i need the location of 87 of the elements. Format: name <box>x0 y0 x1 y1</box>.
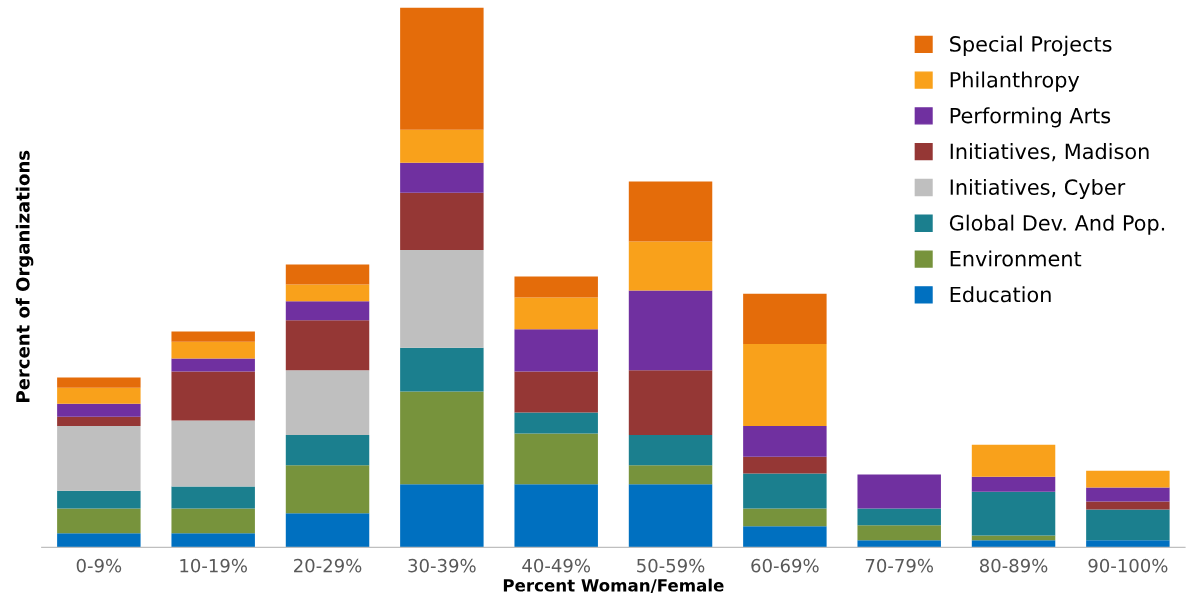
bar <box>1086 540 1170 548</box>
bar <box>400 192 484 251</box>
bar <box>628 241 713 291</box>
bar <box>285 301 370 321</box>
bar <box>57 533 141 548</box>
bar <box>628 370 713 436</box>
bar <box>971 535 1056 541</box>
bar <box>857 474 941 509</box>
x-tick-label: 10-19% <box>180 558 247 573</box>
bar <box>628 290 713 371</box>
bar <box>171 508 255 534</box>
legend-label: Global Dev. And Pop. <box>949 214 1165 235</box>
bar <box>57 416 141 426</box>
bar <box>1086 501 1170 510</box>
bar <box>628 465 713 485</box>
bar <box>743 473 827 509</box>
x-tick-label: 60-69% <box>751 558 819 573</box>
bar <box>743 343 827 426</box>
bar <box>514 276 598 298</box>
bar <box>57 403 141 417</box>
bar <box>971 491 1056 536</box>
bar <box>171 420 255 487</box>
bar <box>400 7 484 130</box>
bar <box>171 331 255 342</box>
bar <box>285 435 370 466</box>
bar <box>57 387 141 404</box>
bar <box>857 508 941 526</box>
bar <box>400 250 484 348</box>
bar <box>743 425 827 457</box>
x-tick-label: 80-89% <box>979 558 1048 573</box>
bar <box>514 371 598 413</box>
bar <box>743 456 827 474</box>
bar <box>171 358 255 372</box>
bar <box>285 370 370 436</box>
bar <box>1086 487 1170 502</box>
bar <box>514 412 598 434</box>
legend-label: Philanthropy <box>950 71 1080 92</box>
bar <box>628 435 713 466</box>
x-axis-title: Percent Woman/Female <box>503 578 724 593</box>
bar <box>285 513 370 548</box>
bar <box>400 347 484 392</box>
bar <box>57 490 141 509</box>
bar <box>285 284 370 302</box>
bar <box>171 486 255 509</box>
bar <box>285 264 370 285</box>
bar <box>743 508 827 527</box>
bar <box>857 540 941 548</box>
bar <box>743 293 827 344</box>
bar <box>400 484 484 548</box>
bar <box>971 540 1056 548</box>
bar <box>857 525 941 541</box>
legend-label: Initiatives, Cyber <box>950 178 1126 200</box>
bar <box>400 391 484 485</box>
bar <box>400 129 484 163</box>
x-tick-label: 40-49% <box>522 558 591 573</box>
bar <box>285 320 370 371</box>
x-tick-label: 70-79% <box>865 558 934 573</box>
bar <box>971 476 1056 492</box>
bar <box>1086 470 1170 488</box>
bar <box>285 465 370 514</box>
bar <box>57 508 141 534</box>
bar <box>514 484 598 548</box>
bar <box>1086 509 1170 541</box>
bar <box>57 425 141 491</box>
x-tick-label: 50-59% <box>637 558 705 573</box>
y-axis-title: Percent of Organizations <box>15 150 34 402</box>
bar <box>514 329 598 372</box>
x-tick-label: 20-29% <box>294 558 362 573</box>
legend-label: Education <box>950 286 1051 303</box>
bar <box>57 377 141 388</box>
bar <box>628 181 713 242</box>
bar <box>400 162 484 193</box>
legend-label: Performing Arts <box>950 107 1111 128</box>
legend-label: Special Projects <box>950 35 1112 56</box>
bar <box>971 444 1056 477</box>
bar <box>743 526 827 548</box>
x-tick-label: 30-39% <box>408 558 476 573</box>
bar <box>171 371 255 421</box>
legend-label: Environment <box>950 250 1082 267</box>
bar <box>628 484 713 548</box>
bar <box>171 341 255 359</box>
bar <box>514 297 598 330</box>
x-tick-label: 90-100% <box>1088 558 1168 573</box>
bar <box>171 533 255 548</box>
legend-label: Initiatives, Madison <box>950 143 1149 162</box>
bar <box>514 433 598 485</box>
x-tick-label: 0-9% <box>76 558 122 573</box>
